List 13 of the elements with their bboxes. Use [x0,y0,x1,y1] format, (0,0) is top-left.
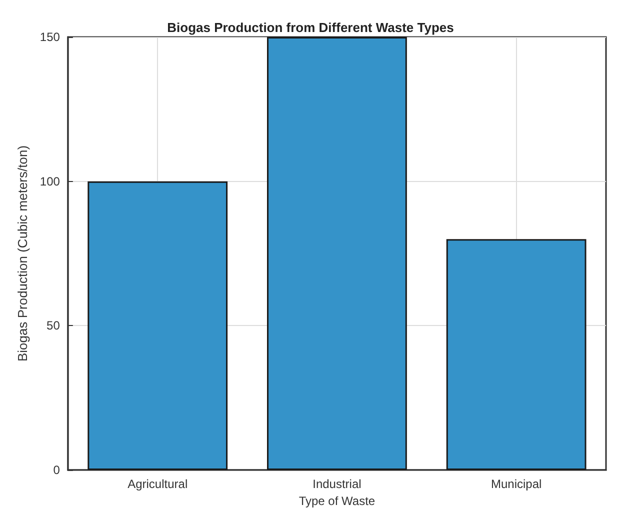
chart-title: Biogas Production from Different Waste Types [167,20,454,35]
y-axis-title: Biogas Production (Cubic meters/ton) [15,145,30,362]
bar [446,239,586,470]
y-tick-label: 50 [46,318,60,333]
y-tick-label: 150 [40,30,60,44]
x-tick-label: Municipal [490,477,542,491]
bar [267,37,407,470]
x-tick-label: Agricultural [128,477,188,491]
y-tick-label: 0 [53,463,60,477]
bar [88,181,228,470]
y-tick-label: 100 [40,174,60,188]
x-tick-label: Industrial [312,477,362,491]
x-axis-title: Type of Waste [298,494,376,508]
